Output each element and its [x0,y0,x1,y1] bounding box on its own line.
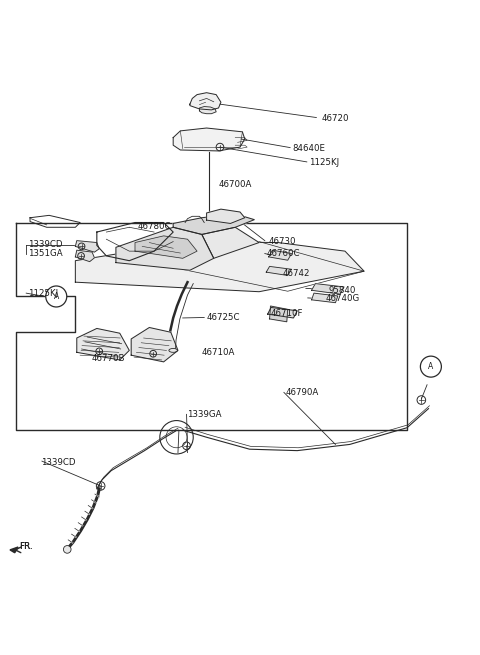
Polygon shape [77,328,129,360]
Text: 46710F: 46710F [271,309,303,318]
Text: 46700A: 46700A [218,180,252,189]
Polygon shape [190,93,221,110]
Polygon shape [173,214,254,234]
Text: 1125KJ: 1125KJ [28,289,58,297]
Text: 46770B: 46770B [92,354,126,363]
Polygon shape [202,227,259,258]
Polygon shape [75,250,95,261]
Text: 46780C: 46780C [137,222,171,231]
Circle shape [420,356,442,377]
Text: A: A [428,362,433,371]
Polygon shape [10,547,18,553]
Text: 1339CD: 1339CD [28,240,62,250]
Polygon shape [75,240,99,252]
Text: 46742: 46742 [283,269,311,278]
Text: 46720: 46720 [321,114,348,123]
Polygon shape [269,250,291,260]
Text: 46740G: 46740G [326,294,360,303]
Text: 95840: 95840 [328,286,356,295]
Text: 46725C: 46725C [206,314,240,322]
Polygon shape [75,242,364,291]
Text: 46790A: 46790A [285,388,319,398]
Text: A: A [54,292,59,301]
Text: 1125KJ: 1125KJ [309,159,339,168]
Text: 46730: 46730 [269,237,296,246]
Text: 84640E: 84640E [292,143,325,153]
Polygon shape [270,306,288,322]
Polygon shape [173,128,245,151]
Polygon shape [268,307,297,318]
Polygon shape [206,209,245,223]
Circle shape [46,286,67,307]
Polygon shape [312,293,338,303]
Text: FR.: FR. [20,542,34,551]
Text: 1339GA: 1339GA [188,410,222,419]
Circle shape [63,546,71,553]
Polygon shape [312,284,344,294]
Polygon shape [266,267,291,276]
Text: 46710A: 46710A [202,348,235,357]
Text: 46760C: 46760C [266,249,300,258]
Polygon shape [131,328,178,362]
Text: 1351GA: 1351GA [28,249,62,258]
Polygon shape [135,236,197,258]
Ellipse shape [169,348,178,352]
Polygon shape [199,107,216,114]
Text: 1339CD: 1339CD [40,458,75,466]
Polygon shape [116,227,214,271]
Text: FR.: FR. [20,542,33,551]
